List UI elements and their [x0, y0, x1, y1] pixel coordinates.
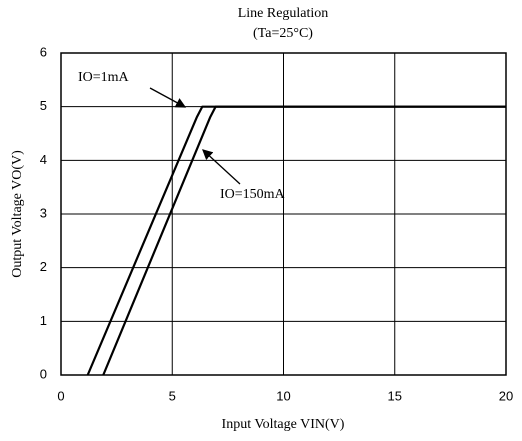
y-tick-label: 0: [40, 366, 47, 381]
x-tick-label: 15: [388, 388, 402, 403]
annotation-arrow: [202, 149, 241, 185]
x-tick-label: 5: [169, 388, 176, 403]
x-tick-label: 20: [499, 388, 513, 403]
y-axis-label: Output Voltage VO(V): [10, 150, 25, 278]
y-tick-label: 6: [40, 44, 47, 59]
x-axis-label: Input Voltage VIN(V): [222, 417, 345, 432]
chart-title: Line Regulation: [238, 6, 329, 21]
y-tick-label: 3: [40, 205, 47, 220]
series-annotation: IO=1mA: [78, 70, 130, 85]
x-tick-label: 0: [57, 388, 64, 403]
y-tick-label: 5: [40, 98, 47, 113]
series-line: [102, 105, 506, 376]
chart-subtitle: (Ta=25°C): [253, 26, 313, 41]
y-tick-label: 2: [40, 259, 47, 274]
y-tick-label: 1: [40, 313, 47, 328]
plot-frame: [60, 52, 507, 376]
y-tick-label: 4: [40, 152, 47, 167]
annotation-arrow: [149, 87, 187, 108]
series-annotation: IO=150mA: [220, 187, 286, 202]
series-line: [86, 105, 506, 376]
x-tick-label: 10: [276, 388, 290, 403]
